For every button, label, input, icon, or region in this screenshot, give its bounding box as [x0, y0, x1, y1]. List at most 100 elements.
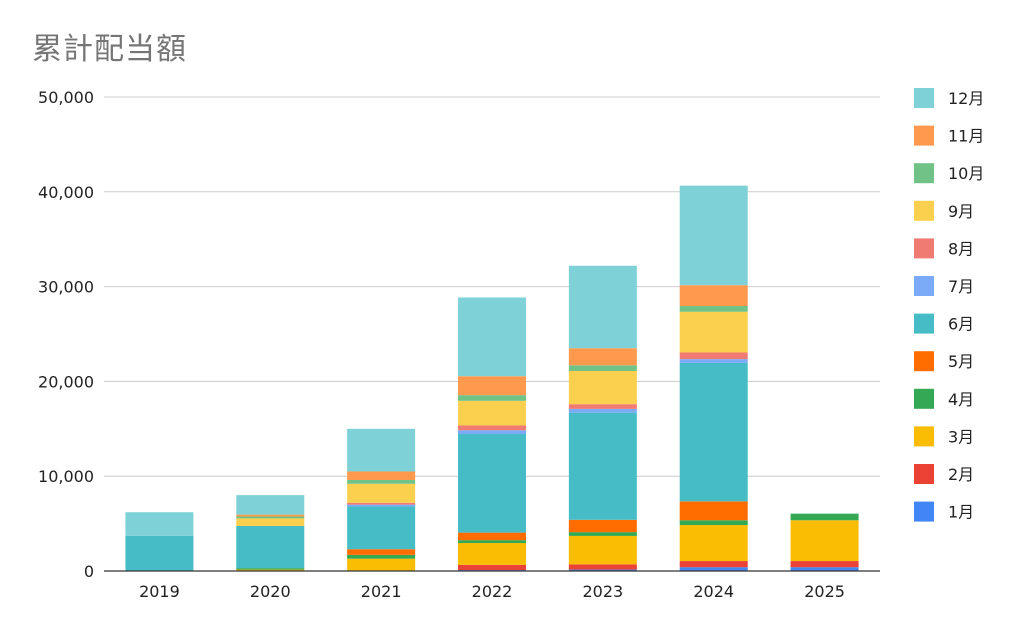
bar-segment	[568, 519, 637, 533]
bar-segment	[347, 483, 416, 503]
legend-label: 6月	[948, 315, 974, 334]
legend-swatch	[914, 388, 934, 409]
legend-label: 11月	[948, 127, 984, 146]
bar-segment	[347, 479, 416, 484]
bar-segment	[679, 311, 748, 353]
legend-label: 9月	[948, 202, 974, 221]
bar-segment	[347, 558, 416, 571]
bar-segment	[568, 365, 637, 371]
bar-segment	[679, 352, 748, 360]
legend-label: 3月	[948, 427, 974, 446]
bar-segment	[568, 265, 637, 349]
y-tick-label: 0	[84, 562, 94, 581]
bar-segment	[679, 306, 748, 312]
bar-segment	[458, 564, 526, 571]
legend-swatch	[914, 313, 934, 334]
bar-segment	[125, 512, 194, 536]
legend-swatch	[914, 163, 934, 184]
bar-segment	[568, 370, 637, 405]
legend-swatch	[914, 501, 934, 522]
bar-segment	[458, 395, 526, 401]
bar-segment	[458, 532, 526, 541]
bar-segment	[679, 561, 748, 568]
legend-label: 7月	[948, 277, 974, 296]
legend-label: 2月	[948, 465, 974, 484]
legend-label: 8月	[948, 239, 974, 258]
bar-segment	[458, 425, 526, 431]
bar-segment	[568, 564, 637, 570]
bar-segment	[458, 434, 526, 533]
legend-swatch	[914, 464, 934, 484]
bar-segment	[347, 549, 416, 555]
legend-label: 5月	[948, 352, 974, 371]
x-tick-label: 2025	[804, 582, 845, 601]
legend-label: 12月	[948, 89, 984, 108]
bar-segment	[790, 513, 859, 521]
bar-segment	[236, 569, 305, 571]
bar-segment	[568, 569, 637, 571]
bar-segment	[679, 362, 748, 502]
bar-segment	[568, 404, 637, 409]
bar-segment	[790, 561, 859, 568]
y-tick-label: 50,000	[38, 88, 94, 107]
bar-segment	[568, 532, 637, 536]
bar-segment	[790, 520, 859, 562]
bar-segment	[568, 348, 637, 366]
bar-segment	[347, 554, 416, 559]
bar-segment	[347, 504, 416, 507]
bar-segment	[568, 535, 637, 565]
bar-segment	[679, 525, 748, 562]
y-tick-label: 30,000	[38, 278, 94, 297]
y-tick-label: 40,000	[38, 183, 94, 202]
bar-segment	[458, 297, 526, 377]
bar-segment	[679, 501, 748, 521]
bar-segment	[458, 540, 526, 544]
bar-segment	[458, 430, 526, 435]
bar-segment	[458, 400, 526, 426]
bar-segment	[679, 520, 748, 526]
bar-segment	[347, 506, 416, 550]
bar-segment	[679, 567, 748, 571]
legend-swatch	[914, 426, 934, 447]
bar-segment	[679, 359, 748, 363]
x-tick-label: 2022	[472, 582, 513, 601]
bar-segment	[458, 376, 526, 396]
bar-segment	[679, 285, 748, 307]
bar-segment	[347, 428, 416, 472]
legend-swatch	[914, 125, 934, 146]
legend-swatch	[914, 200, 934, 221]
bar-segment	[790, 567, 859, 571]
y-tick-label: 10,000	[38, 467, 94, 486]
x-tick-label: 2023	[582, 582, 623, 601]
bar-segment	[236, 568, 305, 570]
bar-segment	[568, 412, 637, 520]
x-tick-label: 2024	[693, 582, 734, 601]
bar-segment	[458, 543, 526, 565]
legend-label: 4月	[948, 390, 974, 409]
y-tick-label: 20,000	[38, 372, 94, 391]
bar-segment	[236, 514, 305, 517]
legend: 12月 11月 10月 9月 8月 7月 6月 5月 4月 3月 2月 1月	[914, 88, 984, 522]
x-tick-label: 2019	[139, 582, 180, 601]
legend-swatch	[914, 276, 934, 296]
chart-title: 累計配当額	[32, 32, 187, 67]
legend-label: 1月	[948, 503, 974, 522]
bar-segment	[347, 502, 416, 505]
axes: 0 10,000 20,000 30,000 40,000 50,000 2019 2020 2…	[38, 88, 880, 601]
bar-segment	[236, 518, 305, 526]
legend-label: 10月	[948, 164, 984, 183]
x-tick-label: 2021	[361, 582, 402, 601]
bar-stacks	[125, 185, 859, 571]
bar-segment	[347, 471, 416, 480]
bar-segment	[236, 525, 305, 569]
bar-segment	[679, 185, 748, 286]
x-tick-label: 2020	[250, 582, 291, 601]
bar-segment	[568, 408, 637, 413]
legend-swatch	[914, 238, 934, 259]
bar-segment	[236, 516, 305, 519]
bar-segment	[125, 535, 194, 571]
bar-segment	[236, 495, 305, 515]
legend-swatch	[914, 88, 934, 108]
legend-swatch	[914, 351, 934, 372]
